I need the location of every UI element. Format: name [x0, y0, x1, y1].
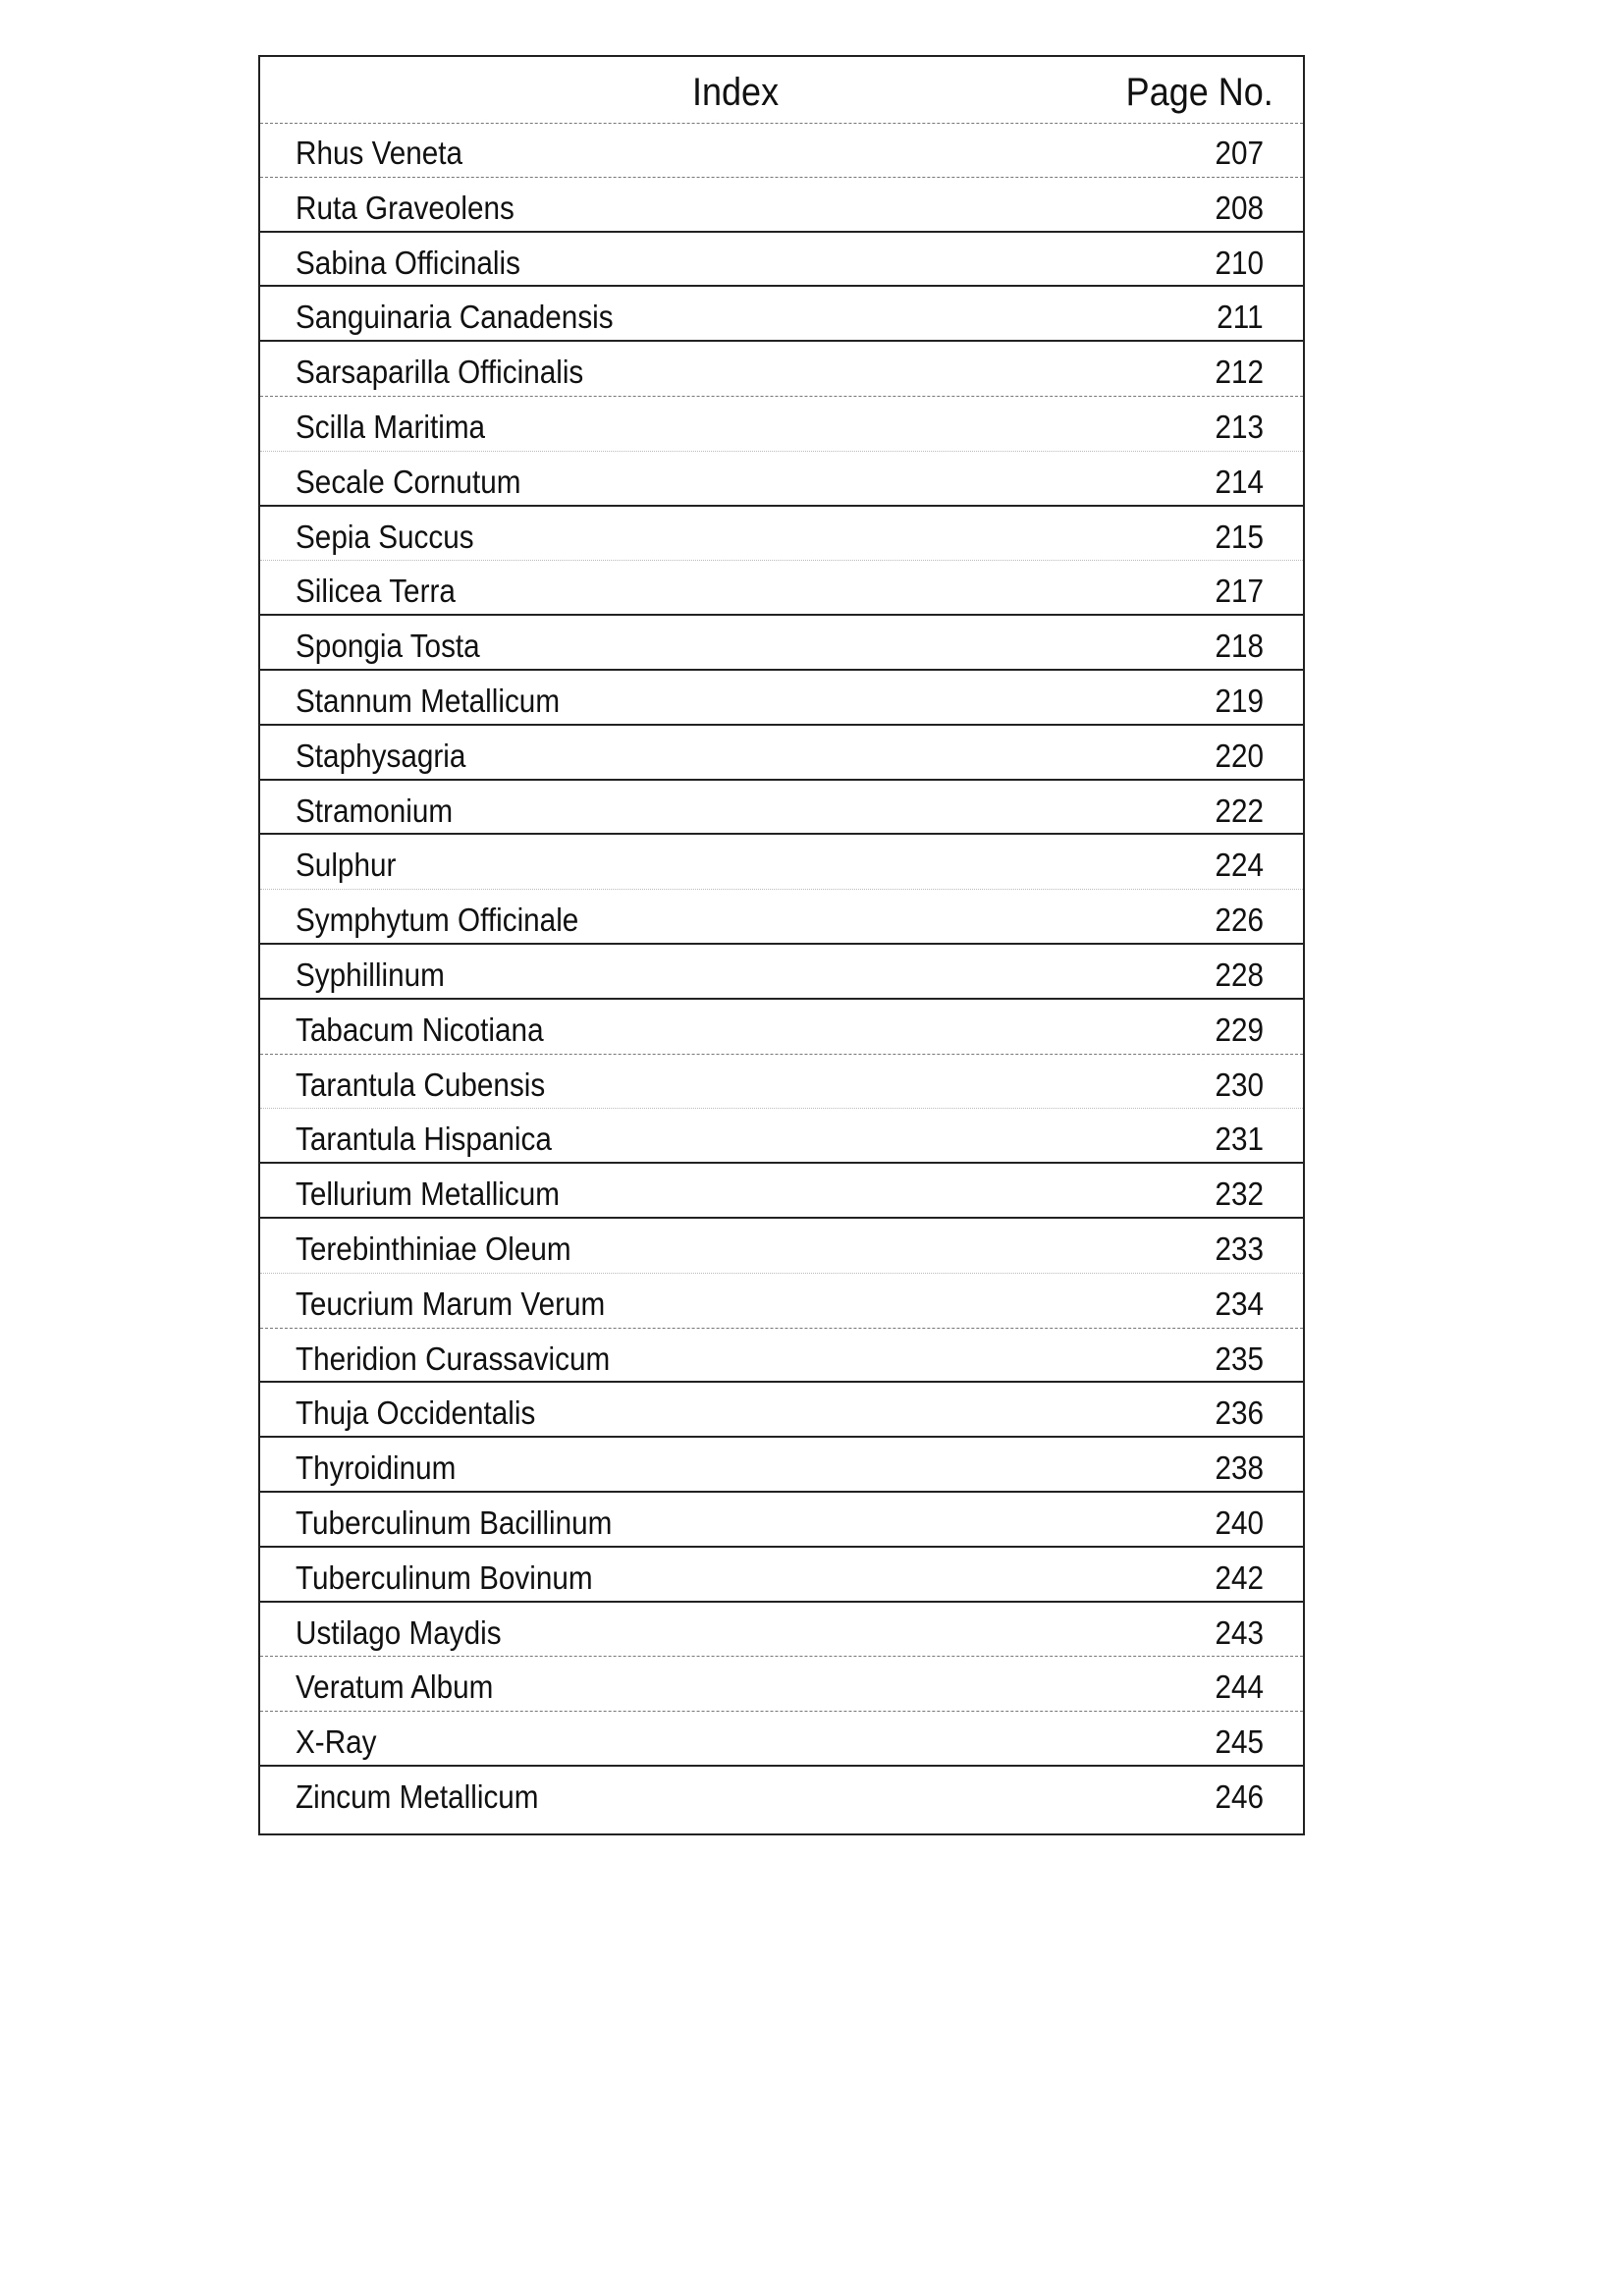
entry-page-number: 229	[1215, 1011, 1264, 1048]
entry-page-number: 222	[1215, 792, 1264, 829]
table-header: Index Page No.	[260, 57, 1303, 124]
entry-page-number: 231	[1215, 1121, 1264, 1158]
entry-name: Rhus Veneta	[296, 135, 463, 171]
entry-page-number: 210	[1215, 244, 1264, 281]
entry-page-number: 230	[1215, 1066, 1264, 1103]
entry-name: Symphytum Officinale	[296, 902, 579, 939]
entry-page-number: 220	[1215, 737, 1264, 774]
entry-name: Sanguinaria Canadensis	[296, 299, 614, 336]
entry-page-number: 217	[1215, 573, 1264, 610]
index-entry: Scilla Maritima 213	[260, 397, 1303, 452]
index-entry: Syphillinum 228	[260, 945, 1303, 1000]
entry-page-number: 215	[1215, 518, 1264, 555]
index-entry: Spongia Tosta 218	[260, 616, 1303, 671]
entry-name: X-Ray	[296, 1723, 377, 1761]
entry-page-number: 218	[1215, 628, 1264, 665]
entry-page-number: 236	[1215, 1394, 1264, 1432]
entry-name: Stramonium	[296, 792, 454, 829]
entry-name: Sarsaparilla Officinalis	[296, 354, 584, 391]
index-entry: Stramonium 222	[260, 781, 1303, 836]
index-entry: Tuberculinum Bacillinum 240	[260, 1493, 1303, 1548]
entry-page-number: 235	[1215, 1339, 1264, 1377]
entry-page-number: 246	[1215, 1778, 1264, 1815]
index-entry: Ustilago Maydis 243	[260, 1603, 1303, 1658]
entry-page-number: 244	[1215, 1668, 1264, 1706]
entry-page-number: 226	[1215, 902, 1264, 939]
entry-page-number: 211	[1217, 299, 1264, 336]
index-entry: Rhus Veneta 207	[260, 123, 1303, 178]
entry-name: Scilla Maritima	[296, 409, 486, 445]
entry-name: Zincum Metallicum	[296, 1778, 539, 1815]
entry-page-number: 224	[1215, 847, 1264, 884]
entry-name: Tuberculinum Bovinum	[296, 1558, 593, 1596]
index-entry: Ruta Graveolens 208	[260, 178, 1303, 233]
index-entry: X-Ray 245	[260, 1712, 1303, 1767]
index-entry: Thyroidinum 238	[260, 1438, 1303, 1493]
entry-name: Theridion Curassavicum	[296, 1339, 611, 1377]
entry-page-number: 238	[1215, 1449, 1264, 1487]
entry-name: Thyroidinum	[296, 1449, 457, 1487]
index-entry: Tuberculinum Bovinum 242	[260, 1548, 1303, 1603]
entry-name: Sepia Succus	[296, 518, 474, 555]
index-entry: Tarantula Hispanica 231	[260, 1109, 1303, 1165]
index-heading: Index	[692, 71, 780, 114]
entry-name: Thuja Occidentalis	[296, 1394, 536, 1432]
index-entry: Sabina Officinalis 210	[260, 233, 1303, 288]
entry-name: Teucrium Marum Verum	[296, 1285, 606, 1322]
index-entry: Tabacum Nicotiana 229	[260, 1000, 1303, 1055]
entry-page-number: 213	[1215, 409, 1264, 445]
index-entry: Stannum Metallicum 219	[260, 671, 1303, 726]
index-entry: Sepia Succus 215	[260, 507, 1303, 562]
entry-name: Silicea Terra	[296, 573, 456, 610]
entry-page-number: 242	[1215, 1558, 1264, 1596]
entry-name: Secale Cornutum	[296, 463, 521, 500]
entry-name: Ruta Graveolens	[296, 189, 514, 226]
index-entry: Sarsaparilla Officinalis 212	[260, 342, 1303, 397]
entry-name: Syphillinum	[296, 957, 445, 993]
entry-name: Staphysagria	[296, 737, 466, 774]
index-entry: Staphysagria 220	[260, 726, 1303, 781]
entry-name: Spongia Tosta	[296, 628, 480, 665]
entry-name: Tarantula Cubensis	[296, 1066, 546, 1103]
entry-name: Sulphur	[296, 847, 397, 884]
index-entry: Terebinthiniae Oleum 233	[260, 1219, 1303, 1274]
index-entry: Thuja Occidentalis 236	[260, 1383, 1303, 1439]
index-entry: Teucrium Marum Verum 234	[260, 1274, 1303, 1329]
index-entry: Sulphur 224	[260, 835, 1303, 891]
entry-page-number: 207	[1215, 135, 1264, 171]
entry-page-number: 234	[1215, 1285, 1264, 1322]
entry-name: Veratum Album	[296, 1668, 494, 1706]
entry-page-number: 219	[1215, 683, 1264, 719]
entry-page-number: 240	[1215, 1504, 1264, 1541]
entry-page-number: 228	[1215, 957, 1264, 993]
entry-name: Sabina Officinalis	[296, 244, 520, 281]
index-table: Index Page No. Rhus Veneta 207 Ruta Graveo…	[258, 55, 1305, 1835]
entry-page-number: 245	[1215, 1723, 1264, 1761]
index-entry: Silicea Terra 217	[260, 561, 1303, 617]
entry-page-number: 208	[1215, 189, 1264, 226]
entry-name: Tuberculinum Bacillinum	[296, 1504, 613, 1541]
index-entry: Theridion Curassavicum 235	[260, 1329, 1303, 1384]
entry-page-number: 233	[1215, 1230, 1264, 1267]
page-no-heading: Page No.	[1125, 71, 1273, 114]
index-entry: Tellurium Metallicum 232	[260, 1164, 1303, 1219]
index-entry: Zincum Metallicum 246	[260, 1767, 1303, 1835]
entry-page-number: 232	[1215, 1175, 1264, 1213]
index-entry: Veratum Album 244	[260, 1657, 1303, 1713]
index-entry: Symphytum Officinale 226	[260, 890, 1303, 945]
entry-page-number: 214	[1215, 463, 1264, 500]
entry-name: Stannum Metallicum	[296, 683, 561, 719]
entry-name: Tarantula Hispanica	[296, 1121, 552, 1158]
entry-page-number: 212	[1215, 354, 1264, 391]
index-entry: Secale Cornutum 214	[260, 452, 1303, 507]
entry-name: Tabacum Nicotiana	[296, 1011, 544, 1048]
index-entry: Tarantula Cubensis 230	[260, 1055, 1303, 1110]
entry-page-number: 243	[1215, 1613, 1264, 1651]
entry-name: Terebinthiniae Oleum	[296, 1230, 571, 1267]
entry-name: Ustilago Maydis	[296, 1613, 502, 1651]
index-entry: Sanguinaria Canadensis 211	[260, 287, 1303, 343]
entry-name: Tellurium Metallicum	[296, 1175, 561, 1213]
